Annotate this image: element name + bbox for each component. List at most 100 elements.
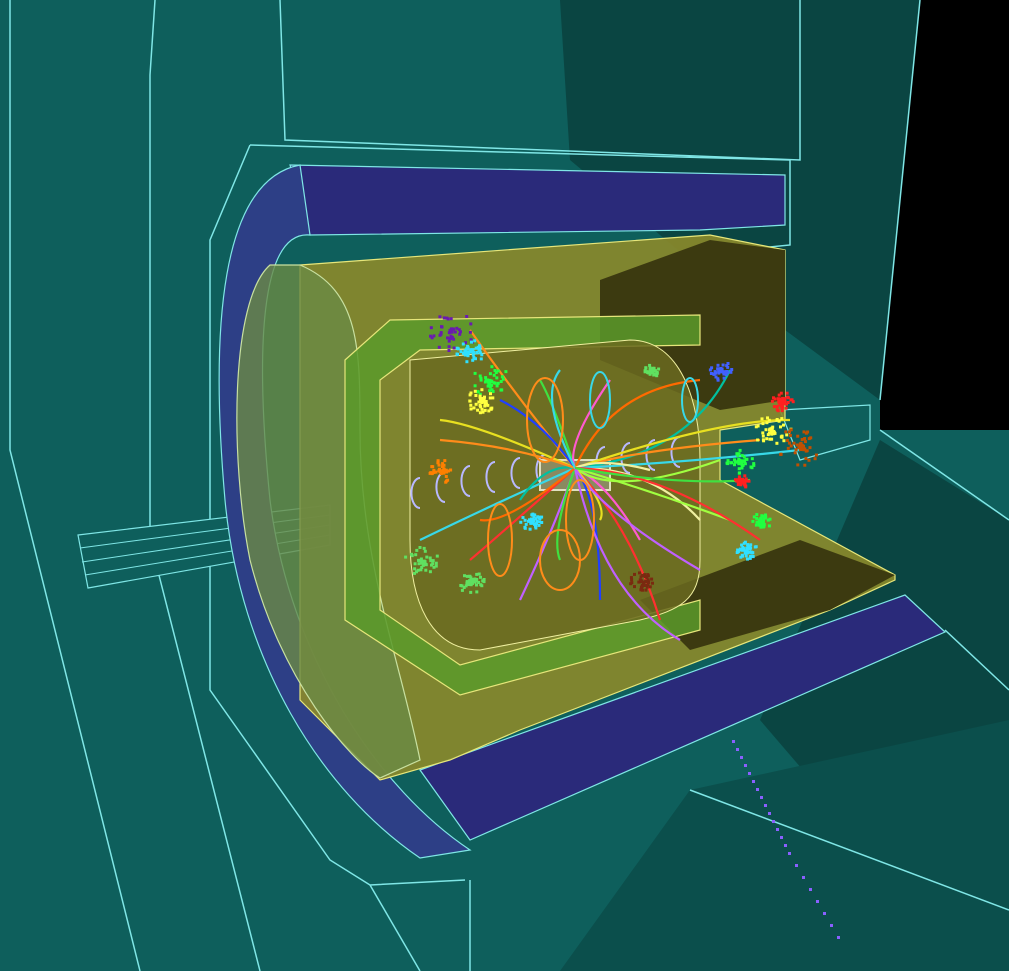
calorimeter-hit [444, 480, 448, 484]
calorimeter-hit [724, 372, 728, 376]
calorimeter-hit [648, 585, 652, 589]
calorimeter-hit [633, 585, 636, 589]
calorimeter-hit [469, 350, 473, 354]
particle-track [419, 466, 576, 541]
calorimeter-hit [475, 583, 478, 587]
calorimeter-hit [475, 578, 479, 581]
calorimeter-hit [442, 468, 446, 472]
calorimeter-hit [468, 579, 472, 583]
calorimeter-hit [450, 327, 454, 331]
calorimeter-hit [775, 405, 779, 408]
calorimeter-hit [475, 572, 479, 576]
calorimeter-hit [455, 346, 459, 350]
calorimeter-hit [479, 376, 483, 380]
calorimeter-hit [646, 580, 650, 584]
calorimeter-hit [737, 452, 741, 456]
calorimeter-hit [786, 401, 790, 404]
calorimeter-hit [492, 373, 496, 377]
calorimeter-hit [415, 548, 419, 552]
calorimeter-hit [729, 370, 733, 374]
calorimeter-hit [770, 399, 774, 403]
calorimeter-hit [418, 546, 422, 549]
tracker-disc-5 [510, 457, 521, 489]
calorimeter-hit [749, 546, 753, 550]
calorimeter-hit [466, 354, 470, 358]
calorimeter-hit [791, 400, 795, 404]
calorimeter-hit [470, 580, 474, 584]
calorimeter-hit [432, 565, 436, 569]
calorimeter-hit [740, 466, 744, 470]
particle-track [469, 467, 576, 561]
calorimeter-hit [726, 365, 730, 369]
calorimeter-hit [452, 346, 456, 350]
calorimeter-hit [788, 434, 792, 437]
muon-hit [816, 900, 819, 903]
calorimeter-hit [534, 526, 538, 530]
calorimeter-hit [760, 514, 764, 518]
calorimeter-hit [440, 325, 443, 329]
calorimeter-hit [655, 371, 659, 375]
calorimeter-hit [744, 457, 748, 461]
calorimeter-hit [779, 391, 783, 395]
calorimeter-hit [421, 562, 425, 566]
calorimeter-hit [644, 588, 648, 592]
calorimeter-hit [804, 456, 808, 460]
calorimeter-hit [491, 390, 495, 393]
calorimeter-hit [777, 393, 781, 397]
calorimeter-hit [796, 463, 800, 467]
calorimeter-hit [802, 430, 806, 434]
calorimeter-hit [477, 581, 481, 584]
calorimeter-hit [780, 400, 783, 403]
calorimeter-hit [783, 397, 787, 401]
calorimeter-hit [441, 471, 445, 475]
calorimeter-hit [447, 345, 451, 349]
calorimeter-hit [478, 411, 482, 415]
calorimeter-hit [736, 548, 740, 552]
calorimeter-hit [437, 463, 441, 467]
calorimeter-hit [457, 328, 461, 332]
calorimeter-hit [768, 517, 772, 521]
outer-shell-outline-8 [944, 629, 1009, 691]
calorimeter-hit [646, 578, 650, 582]
calorimeter-hit [710, 366, 714, 370]
calorimeter-hit [465, 347, 469, 351]
calorimeter-hit [455, 326, 459, 330]
calorimeter-hit [646, 583, 650, 587]
calorimeter-hit [477, 400, 481, 404]
calorimeter-hit [743, 479, 747, 483]
calorimeter-hit [740, 460, 744, 463]
calorimeter-hit [782, 402, 786, 406]
calorimeter-hit [496, 381, 500, 385]
curling-track [681, 377, 699, 423]
calorimeter-hit [756, 424, 760, 428]
calorimeter-hit [465, 360, 469, 364]
calorimeter-hit [438, 470, 442, 474]
calorimeter-hit [436, 459, 440, 463]
calorimeter-hit [641, 574, 644, 577]
calorimeter-hit [739, 555, 743, 559]
calorimeter-hit [469, 403, 473, 407]
inner-barrel [409, 339, 701, 651]
calorimeter-hit [716, 377, 720, 381]
calorimeter-hit [432, 470, 436, 473]
calorimeter-hit [469, 590, 473, 594]
calorimeter-hit [449, 317, 453, 321]
calorimeter-hit [761, 422, 765, 426]
calorimeter-hit [479, 357, 483, 361]
calorimeter-hit [808, 446, 812, 450]
calorimeter-hit [491, 396, 495, 400]
calorimeter-hit [488, 385, 492, 389]
calorimeter-hit [460, 588, 464, 592]
outer-shell-outline-7 [879, 429, 1009, 521]
particle-tracks [419, 329, 801, 641]
calorimeter-hit [765, 437, 769, 441]
calorimeter-hit [804, 449, 808, 453]
calorimeter-hit [463, 574, 466, 578]
calorimeter-hit [417, 558, 420, 562]
calorimeter-hit [742, 455, 746, 459]
calorimeter-hit [758, 523, 762, 527]
calorimeter-hit [430, 563, 433, 567]
calorimeter-hit [488, 396, 492, 400]
calorimeter-hit [782, 439, 786, 443]
